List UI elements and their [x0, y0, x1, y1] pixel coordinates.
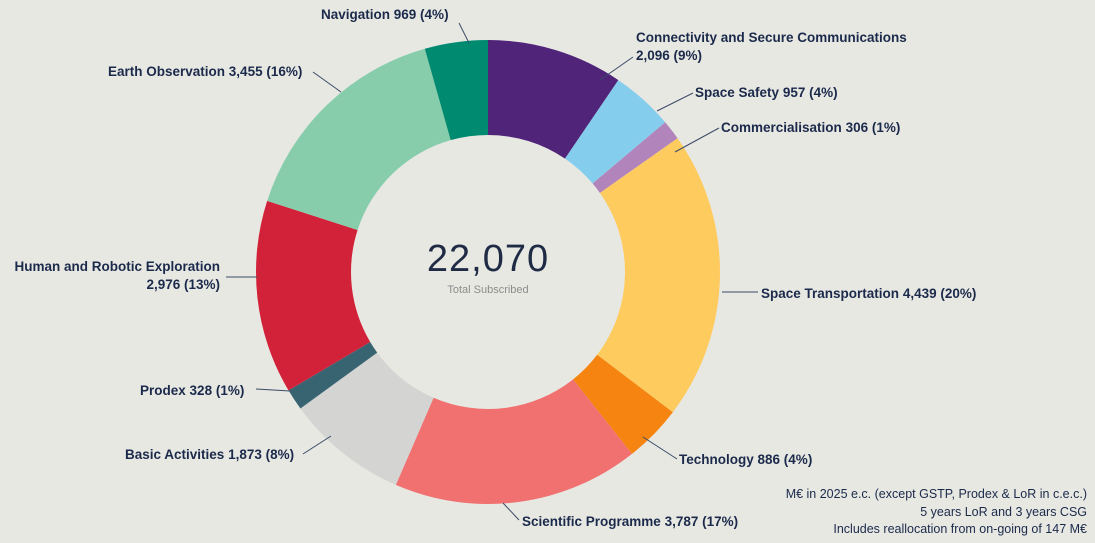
label-space-safety: Space Safety 957 (4%) — [695, 84, 838, 102]
segment-space-safety[interactable] — [564, 80, 666, 184]
footnote-currency: M€ in 2025 e.c. (except GSTP, Prodex & L… — [785, 487, 1087, 501]
label-scientific-programme-name: Scientific Programme — [522, 514, 661, 529]
segment-commercialisation[interactable] — [592, 122, 678, 193]
label-space-transportation-name: Space Transportation — [761, 286, 900, 301]
label-space-safety-name: Space Safety — [695, 85, 780, 100]
label-commercialisation-name: Commercialisation — [721, 120, 842, 135]
label-navigation-value: 969 (4%) — [393, 7, 449, 22]
label-basic-activities-name: Basic Activities — [125, 447, 225, 462]
label-connectivity-name: Connectivity and Secure Communications — [636, 30, 907, 45]
label-human-robotic-exploration-name: Human and Robotic Exploration — [14, 259, 220, 274]
label-space-transportation-value: 4,439 (20%) — [902, 286, 977, 301]
label-earth-observation-name: Earth Observation — [108, 64, 226, 79]
label-technology-value: 886 (4%) — [757, 452, 813, 467]
donut-segments — [256, 40, 721, 504]
segment-space-transportation[interactable] — [597, 138, 721, 413]
leader-line-connectivity — [599, 56, 634, 81]
segment-connectivity[interactable] — [488, 40, 619, 159]
label-earth-observation: Earth Observation 3,455 (16%) — [108, 63, 302, 81]
label-prodex-value: 328 (1%) — [189, 383, 245, 398]
footnote-reallocation: Includes reallocation from on-going of 1… — [833, 522, 1087, 536]
label-prodex-name: Prodex — [140, 383, 186, 398]
segment-earth-observation[interactable] — [267, 48, 451, 231]
leader-line-technology — [642, 436, 678, 460]
leader-line-space-safety — [656, 92, 694, 112]
footnotes: M€ in 2025 e.c. (except GSTP, Prodex & L… — [786, 486, 1087, 539]
leader-line-prodex — [255, 388, 291, 392]
label-technology: Technology 886 (4%) — [679, 451, 812, 469]
label-space-transportation: Space Transportation 4,439 (20%) — [761, 285, 976, 303]
label-navigation: Navigation 969 (4%) — [321, 6, 449, 24]
leader-line-navigation — [458, 22, 470, 44]
label-scientific-programme: Scientific Programme 3,787 (17%) — [522, 513, 738, 531]
leader-line-earth-observation — [312, 71, 342, 93]
leader-line-scientific-programme — [502, 502, 520, 521]
segment-navigation[interactable] — [424, 40, 488, 141]
label-commercialisation: Commercialisation 306 (1%) — [721, 119, 900, 137]
label-earth-observation-value: 3,455 (16%) — [228, 64, 303, 79]
label-basic-activities: Basic Activities 1,873 (8%) — [125, 446, 294, 464]
label-commercialisation-value: 306 (1%) — [845, 120, 901, 135]
label-human-robotic-exploration: Human and Robotic Exploration 2,976 (13%… — [14, 258, 220, 294]
label-technology-name: Technology — [679, 452, 754, 467]
segment-prodex[interactable] — [288, 341, 378, 409]
segment-technology[interactable] — [573, 354, 673, 454]
leader-line-commercialisation — [674, 127, 720, 153]
label-navigation-name: Navigation — [321, 7, 391, 22]
label-connectivity: Connectivity and Secure Communications 2… — [636, 29, 907, 65]
leader-lines — [226, 22, 758, 521]
label-basic-activities-value: 1,873 (8%) — [228, 447, 295, 462]
leader-line-basic-activities — [302, 435, 332, 455]
segment-scientific-programme[interactable] — [395, 379, 632, 504]
segment-basic-activities[interactable] — [300, 352, 434, 485]
label-scientific-programme-value: 3,787 (17%) — [664, 514, 739, 529]
label-prodex: Prodex 328 (1%) — [140, 382, 244, 400]
segment-human-robotic-exploration[interactable] — [256, 200, 371, 391]
label-human-robotic-exploration-value: 2,976 (13%) — [146, 277, 220, 292]
label-connectivity-value: 2,096 (9%) — [636, 48, 703, 63]
footnote-duration: 5 years LoR and 3 years CSG — [920, 504, 1087, 519]
label-space-safety-value: 957 (4%) — [782, 85, 838, 100]
